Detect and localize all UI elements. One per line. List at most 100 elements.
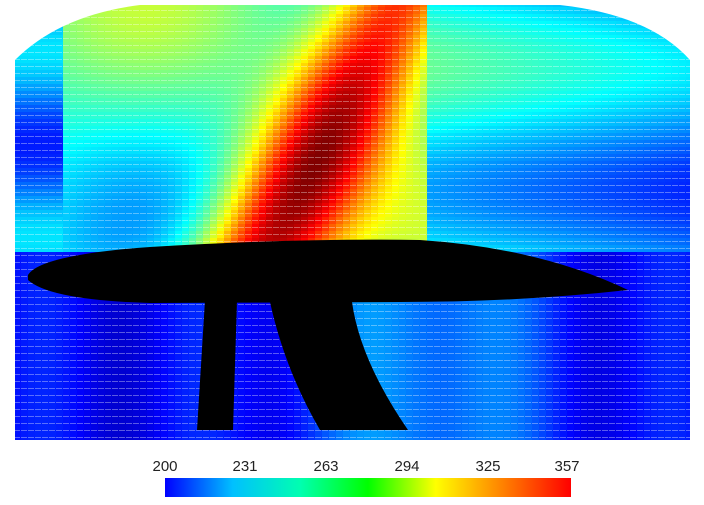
field-cell [0, 63, 7, 70]
field-cell [679, 7, 686, 14]
field-cell [7, 119, 14, 126]
field-cell [567, 5, 574, 7]
field-cell [693, 322, 700, 329]
field-cell [7, 287, 14, 294]
field-cell [686, 7, 690, 14]
field-cell [56, 14, 63, 21]
field-cell [0, 224, 7, 231]
field-cell [0, 259, 7, 266]
field-cell [21, 35, 28, 42]
field-cell [679, 42, 686, 49]
field-cell [7, 238, 14, 245]
field-cell [693, 91, 700, 98]
field-cell [700, 91, 704, 98]
field-cell [700, 63, 704, 70]
field-cell [7, 77, 14, 84]
field-cell [700, 308, 704, 315]
field-cell [700, 56, 704, 63]
field-cell [693, 210, 700, 217]
field-cell [49, 7, 56, 14]
field-cell [0, 252, 7, 259]
field-cell [35, 5, 42, 7]
field-cell [7, 168, 14, 175]
field-cell [672, 14, 679, 21]
field-cell [0, 315, 7, 322]
field-cell [700, 7, 704, 14]
field-cell [56, 5, 63, 7]
field-cell [0, 7, 7, 14]
field-cell [679, 14, 686, 21]
field-cell [686, 14, 690, 21]
field-cell [700, 287, 704, 294]
field-cell [672, 35, 679, 42]
field-cell [700, 245, 704, 252]
field-cell [126, 5, 133, 7]
field-cell [7, 0, 14, 7]
field-cell [693, 308, 700, 315]
field-cell [644, 21, 651, 28]
field-cell [574, 5, 581, 7]
field-cell [42, 7, 49, 14]
field-cell [700, 280, 704, 287]
field-cell [7, 91, 14, 98]
field-cell [693, 294, 700, 301]
field-cell [84, 5, 91, 7]
field-cell [637, 14, 644, 21]
field-cell [0, 168, 7, 175]
field-cell [588, 5, 595, 7]
field-cell [686, 21, 690, 28]
field-cell [693, 245, 700, 252]
field-cell [91, 7, 98, 14]
field-cell [7, 105, 14, 112]
field-cell [21, 28, 28, 35]
field-cell [7, 84, 14, 91]
field-cell [7, 133, 14, 140]
field-cell [7, 126, 14, 133]
field-cell [119, 5, 126, 7]
field-cell [693, 7, 700, 14]
field-cell [21, 21, 28, 28]
field-cell [686, 49, 690, 56]
field-cell [7, 301, 14, 308]
field-cell [672, 7, 679, 14]
field-cell [658, 5, 665, 7]
field-cell [693, 119, 700, 126]
field-cell [0, 245, 7, 252]
field-cell [35, 21, 42, 28]
field-cell [7, 70, 14, 77]
field-cell [693, 161, 700, 168]
field-cell [7, 63, 14, 70]
field-cell [28, 7, 35, 14]
field-cell [693, 287, 700, 294]
field-cell [693, 35, 700, 42]
field-cell [693, 21, 700, 28]
field-cell [700, 329, 704, 336]
field-cell [0, 273, 7, 280]
field-cell [7, 182, 14, 189]
field-cell [693, 315, 700, 322]
field-cell [700, 224, 704, 231]
field-cell [651, 14, 658, 21]
field-cell [7, 98, 14, 105]
field-cell [700, 161, 704, 168]
field-cell [7, 21, 14, 28]
field-cell [7, 322, 14, 329]
field-cell [49, 14, 56, 21]
field-cell [693, 56, 700, 63]
field-cell [693, 259, 700, 266]
field-cell [0, 287, 7, 294]
field-cell [616, 5, 623, 7]
field-cell [693, 70, 700, 77]
field-cell [693, 14, 700, 21]
field-cell [700, 42, 704, 49]
field-cell [665, 21, 672, 28]
field-cell [112, 5, 119, 7]
field-cell [98, 5, 105, 7]
field-cell [42, 21, 49, 28]
field-cell [7, 112, 14, 119]
field-cell [637, 5, 644, 7]
field-cell [7, 175, 14, 182]
field-cell [15, 42, 21, 49]
field-cell [0, 189, 7, 196]
